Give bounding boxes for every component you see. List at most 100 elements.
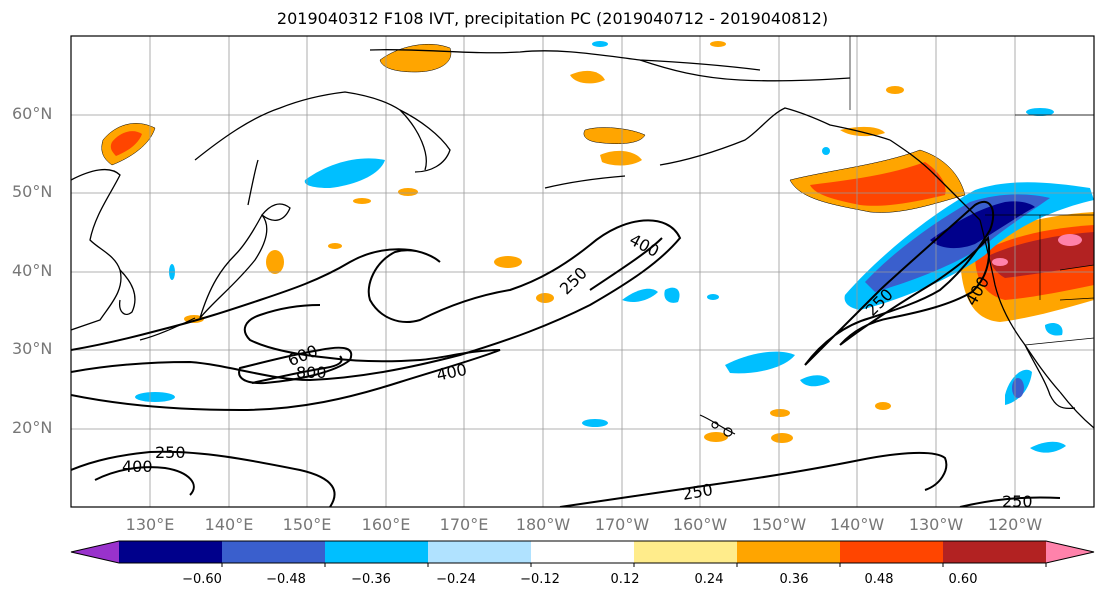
colorbar — [70, 540, 1095, 567]
lat-label: 50°N — [12, 182, 53, 201]
pos-anomaly-small-4 — [398, 188, 418, 196]
colorbar-extend-low — [71, 541, 119, 563]
ivt-contour-250-main — [71, 219, 682, 382]
colorbar-swatch — [634, 541, 738, 563]
lon-label: 160°W — [672, 515, 728, 534]
coast-bc — [889, 139, 981, 221]
pos-anomaly-small-6 — [710, 41, 726, 47]
colorbar-tick-label: −0.48 — [266, 572, 306, 587]
coast-asia — [71, 168, 122, 331]
lon-label: 130°E — [125, 515, 175, 534]
ivt-contours — [71, 200, 1061, 507]
pos-anomaly-small-11 — [886, 86, 904, 94]
map-frame — [70, 35, 1095, 508]
neg-anomaly-small-4 — [592, 41, 608, 47]
neg-anomaly-small-5 — [1026, 108, 1054, 116]
colorbar-tick-label: 0.36 — [779, 572, 809, 587]
lon-label: 140°E — [204, 515, 254, 534]
ivt-contour-400-south — [94, 466, 195, 496]
ivt-contour-250-se2 — [959, 496, 1061, 507]
contour-label: 800 — [296, 363, 327, 382]
coast-siberia — [194, 91, 427, 171]
pos-anomaly-aleut — [600, 150, 642, 166]
coast-hokkaido — [261, 203, 291, 221]
pos-anomaly-small-8 — [771, 433, 793, 443]
coast-alaska — [659, 107, 891, 166]
lon-label: 160°E — [361, 515, 411, 534]
neg-anomaly-kuril — [304, 158, 385, 188]
coast-uswest — [979, 219, 1061, 393]
neg-anomaly-small-7 — [822, 147, 830, 155]
pos-anomaly-bc-core — [810, 162, 946, 206]
precip-anomaly-fields — [101, 41, 1094, 453]
ivt-contour-400-main — [71, 237, 663, 412]
colorbar-tick-label: −0.12 — [520, 572, 560, 587]
neg-anomaly-main-core — [930, 201, 1035, 249]
borders — [849, 36, 1094, 346]
ryukyu-islands — [139, 317, 196, 341]
neg-anomaly-mid-2 — [664, 287, 680, 303]
neg-anomaly-tropic — [1030, 441, 1066, 453]
lon-label: 140°W — [829, 515, 885, 534]
colorbar-tick-label: 0.24 — [694, 572, 724, 587]
coastlines — [71, 48, 1094, 429]
coast-alaska-n — [639, 59, 851, 82]
colorbar-tick-label: −0.24 — [436, 572, 476, 587]
islands — [139, 175, 736, 437]
colorbar-swatch — [531, 541, 635, 563]
pos-anomaly-small-7 — [770, 409, 790, 417]
neg-anomaly-small-2 — [582, 419, 608, 427]
colorbar-tick-label: 0.48 — [864, 572, 894, 587]
neg-anomaly-mid-1 — [622, 288, 658, 303]
lat-label: 40°N — [12, 261, 53, 280]
ivt-contour-250-east — [804, 200, 995, 366]
lon-label: 150°W — [751, 515, 807, 534]
lon-label: 150°E — [282, 515, 332, 534]
coast-kamchatka — [399, 109, 451, 173]
ivt-contour-800 — [251, 355, 343, 384]
contour-label: 400 — [122, 457, 153, 476]
colorbar-swatch — [943, 541, 1047, 563]
colorbar-swatch — [428, 541, 532, 563]
gridlines — [71, 36, 1094, 507]
pos-anomaly-pink-2 — [992, 258, 1008, 266]
colorbar-tick-label: 0.12 — [610, 572, 640, 587]
pos-anomaly-bering — [583, 127, 645, 144]
colorbar-swatch — [737, 541, 841, 563]
pos-anomaly-small-5 — [353, 198, 371, 204]
lon-label: 130°W — [908, 515, 964, 534]
colorbar-swatch — [119, 541, 223, 563]
pos-anomaly-pink-1 — [1058, 234, 1082, 246]
neg-anomaly-sw-core — [1012, 378, 1024, 398]
pos-anomaly-small-2 — [494, 256, 522, 268]
lon-label: 180°W — [515, 515, 571, 534]
neg-anomaly-east-2 — [800, 375, 830, 387]
lon-label: 170°E — [439, 515, 489, 534]
ivt-contour-400-east — [839, 235, 991, 346]
neg-anomaly-small-6 — [707, 294, 719, 300]
lat-label: 60°N — [12, 104, 53, 123]
neg-anomaly-small-1 — [135, 392, 175, 402]
colorbar-tick-label: 0.60 — [948, 572, 978, 587]
pos-anomaly-small-9 — [704, 432, 728, 442]
pos-anomaly-north — [570, 70, 605, 84]
colorbar-tick-label: −0.60 — [182, 572, 222, 587]
map-title: 2019040312 F108 IVT, precipitation PC (2… — [276, 9, 829, 28]
colorbar-extend-high — [1046, 541, 1094, 563]
pos-anomaly-small-10 — [875, 402, 891, 410]
contour-label: 250 — [1002, 492, 1033, 511]
pos-anomaly-small-1 — [266, 250, 284, 274]
pos-anomaly-kam-core — [110, 131, 142, 156]
lat-label: 20°N — [12, 418, 53, 437]
lon-label: 170°W — [594, 515, 650, 534]
coast-baja — [1024, 344, 1076, 410]
precip-outlines — [101, 43, 966, 213]
colorbar-tick-label: −0.36 — [351, 572, 391, 587]
ivt-contour-250-se — [559, 451, 948, 507]
contour-label: 250 — [155, 443, 186, 462]
pos-anomaly-small-12 — [328, 243, 342, 249]
colorbar-swatch — [325, 541, 429, 563]
coast-korea — [119, 269, 136, 315]
aleutian-islands — [544, 175, 626, 189]
